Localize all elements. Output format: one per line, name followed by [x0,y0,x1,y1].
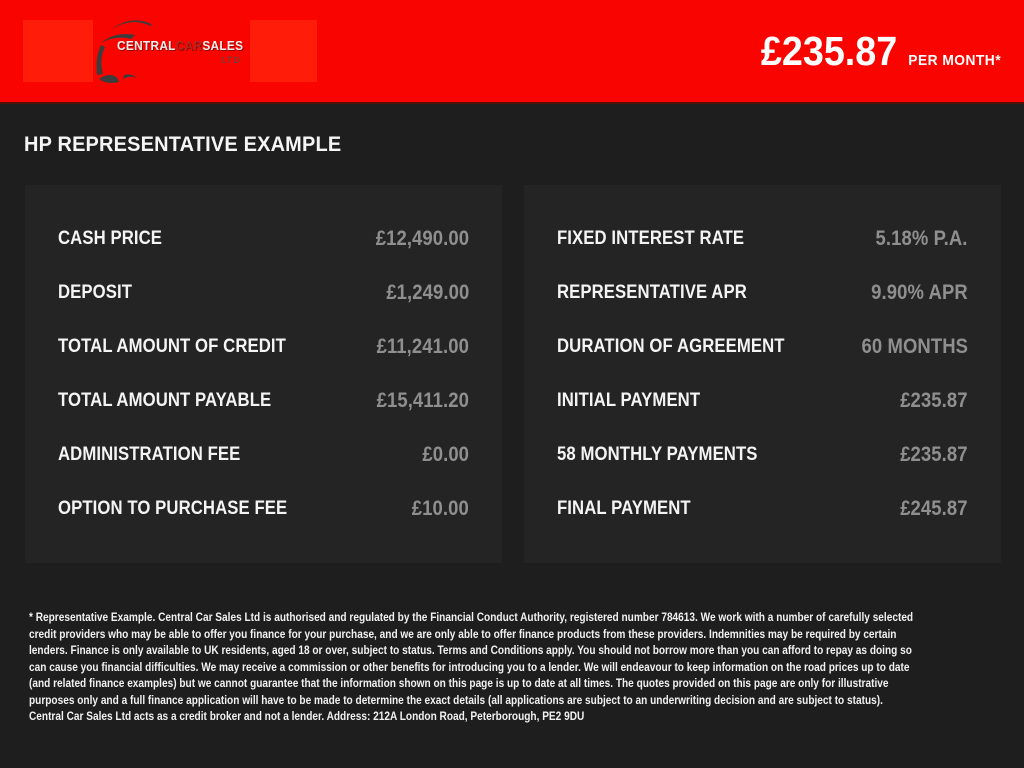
monthly-price-suffix: PER MONTH* [908,51,1001,69]
dealer-logo: CENTRALCARSALES LTD [23,0,317,103]
central-car-sales-logo: CENTRALCARSALES LTD [93,0,250,103]
logo-word-central: CENTRAL [117,39,176,53]
finance-row-value: 5.18% P.A. [876,227,968,250]
finance-row-value: 60 MONTHS [861,335,968,358]
finance-row-value: £245.87 [900,497,968,520]
finance-panel-right: FIXED INTEREST RATE 5.18% P.A. REPRESENT… [524,185,1001,563]
finance-row-label: OPTION TO PURCHASE FEE [58,498,288,519]
finance-row-right-2: DURATION OF AGREEMENT 60 MONTHS [557,320,968,374]
top-banner: CENTRALCARSALES LTD £235.87 PER MONTH* [0,0,1024,104]
finance-row-left-5: OPTION TO PURCHASE FEE £10.00 [58,482,469,536]
finance-row-value: 9.90% APR [871,281,968,304]
finance-row-value: £12,490.00 [375,227,469,250]
page-title: HP REPRESENTATIVE EXAMPLE [24,133,342,156]
monthly-price-amount: £235.87 [760,27,898,74]
finance-row-value: £11,241.00 [376,335,469,358]
finance-row-right-3: INITIAL PAYMENT £235.87 [557,374,968,428]
finance-row-value: £0.00 [422,443,469,466]
finance-row-value: £10.00 [411,497,469,520]
finance-row-label: DURATION OF AGREEMENT [557,336,785,357]
finance-row-left-1: DEPOSIT £1,249.00 [58,266,469,320]
finance-panel-left: CASH PRICE £12,490.00 DEPOSIT £1,249.00 … [25,185,502,563]
monthly-price-block: £235.87 PER MONTH* [761,28,1001,75]
finance-row-right-5: FINAL PAYMENT £245.87 [557,482,968,536]
finance-row-left-4: ADMINISTRATION FEE £0.00 [58,428,469,482]
car-silhouette-icon [96,20,152,83]
logo-ltd-suffix: LTD [221,55,241,65]
logo-word-sales: SALES [202,39,244,53]
legal-disclaimer: * Representative Example. Central Car Sa… [29,612,914,723]
finance-row-label: INITIAL PAYMENT [557,390,701,411]
finance-row-right-0: FIXED INTEREST RATE 5.18% P.A. [557,212,968,266]
finance-row-label: TOTAL AMOUNT PAYABLE [58,390,272,411]
finance-row-right-1: REPRESENTATIVE APR 9.90% APR [557,266,968,320]
finance-row-label: 58 MONTHLY PAYMENTS [557,444,758,465]
finance-row-label: ADMINISTRATION FEE [58,444,241,465]
logo-word-car: CAR [175,39,203,53]
finance-row-value: £1,249.00 [385,281,469,304]
finance-row-right-4: 58 MONTHLY PAYMENTS £235.87 [557,428,968,482]
finance-row-label: CASH PRICE [58,228,163,249]
logo-background-patch-left [23,20,93,82]
logo-background-patch-right [250,20,317,82]
finance-row-value: £15,411.20 [376,389,469,412]
finance-row-label: REPRESENTATIVE APR [557,282,747,303]
finance-row-left-0: CASH PRICE £12,490.00 [58,212,469,266]
finance-row-value: £235.87 [900,389,968,412]
finance-row-label: DEPOSIT [58,282,133,303]
finance-row-label: TOTAL AMOUNT OF CREDIT [58,336,286,357]
finance-row-label: FIXED INTEREST RATE [557,228,745,249]
finance-row-left-3: TOTAL AMOUNT PAYABLE £15,411.20 [58,374,469,428]
finance-row-value: £235.87 [900,443,968,466]
finance-panels: CASH PRICE £12,490.00 DEPOSIT £1,249.00 … [25,185,1001,563]
finance-row-left-2: TOTAL AMOUNT OF CREDIT £11,241.00 [58,320,469,374]
finance-row-label: FINAL PAYMENT [557,498,691,519]
logo-wordmark: CENTRALCARSALES [117,39,243,53]
